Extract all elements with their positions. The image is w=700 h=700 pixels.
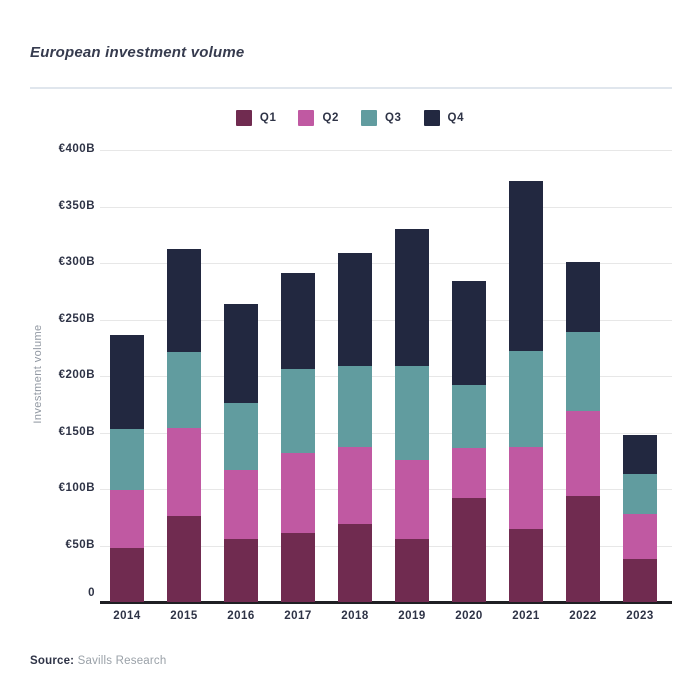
x-tick-label-2015: 2015 bbox=[170, 610, 198, 622]
bar-segment-2021-q2 bbox=[509, 447, 543, 529]
legend: Q1 Q2 Q3 Q4 bbox=[0, 110, 700, 126]
bar-2023 bbox=[623, 150, 657, 602]
bar-2016 bbox=[224, 150, 258, 602]
bar-segment-2017-q3 bbox=[281, 369, 315, 453]
y-tick-label-100: €100B bbox=[58, 482, 95, 494]
bar-2022 bbox=[566, 150, 600, 602]
bar-segment-2020-q3 bbox=[452, 385, 486, 449]
bar-2018 bbox=[338, 150, 372, 602]
bar-segment-2021-q1 bbox=[509, 528, 543, 602]
y-tick-label-350: €350B bbox=[58, 199, 95, 212]
x-tick-label-2014: 2014 bbox=[113, 610, 141, 622]
bar-segment-2023-q3 bbox=[623, 474, 657, 514]
bar-segment-2014-q3 bbox=[110, 429, 144, 491]
bar-segment-2015-q2 bbox=[167, 428, 201, 517]
bar-segment-2020-q2 bbox=[452, 448, 486, 499]
legend-swatch-q4 bbox=[423, 110, 440, 126]
bar-segment-2019-q1 bbox=[395, 538, 429, 602]
legend-item-q4: Q4 bbox=[423, 110, 465, 126]
legend-swatch-q2 bbox=[298, 110, 315, 126]
bar-segment-2020-q1 bbox=[452, 498, 486, 602]
x-tick-label-2019: 2019 bbox=[398, 610, 426, 622]
bar-segment-2019-q3 bbox=[395, 365, 429, 460]
bar-segment-2014-q2 bbox=[110, 490, 144, 548]
bar-segment-2014-q1 bbox=[110, 547, 144, 602]
bar-segment-2018-q1 bbox=[338, 524, 372, 602]
y-tick-label-400: €400B bbox=[58, 143, 95, 155]
legend-swatch-q1 bbox=[235, 110, 252, 126]
gridline-50 bbox=[100, 545, 672, 547]
bar-segment-2017-q4 bbox=[281, 273, 315, 370]
bar-2015 bbox=[167, 150, 201, 602]
bar-segment-2018-q2 bbox=[338, 447, 372, 525]
legend-label-q1: Q1 bbox=[259, 112, 277, 124]
legend-label-q4: Q4 bbox=[447, 112, 465, 124]
bar-segment-2022-q3 bbox=[566, 331, 600, 412]
legend-label-q2: Q2 bbox=[322, 112, 339, 124]
gridline-300 bbox=[100, 263, 672, 264]
bar-segment-2019-q2 bbox=[395, 459, 429, 539]
bar-segment-2020-q4 bbox=[452, 281, 486, 386]
y-tick-label-250: €250B bbox=[58, 312, 95, 325]
bar-segment-2014-q4 bbox=[110, 335, 144, 430]
source-text: Savills Research bbox=[77, 655, 167, 667]
bar-segment-2016-q3 bbox=[224, 403, 258, 470]
x-tick-label-2023: 2023 bbox=[626, 610, 654, 622]
x-tick-label-2021: 2021 bbox=[512, 610, 540, 622]
bar-2019 bbox=[395, 150, 429, 602]
y-tick-label-200: €200B bbox=[58, 369, 95, 381]
bar-segment-2018-q4 bbox=[338, 252, 372, 366]
bar-segment-2018-q3 bbox=[338, 365, 372, 448]
source-label: Source: bbox=[30, 655, 75, 667]
legend-item-q2: Q2 bbox=[298, 110, 339, 126]
y-tick-label-150: €150B bbox=[58, 425, 95, 438]
legend-label-q3: Q3 bbox=[385, 112, 402, 124]
bar-segment-2021-q3 bbox=[509, 351, 543, 448]
x-tick-label-2018: 2018 bbox=[341, 610, 369, 622]
bar-segment-2023-q4 bbox=[623, 434, 657, 475]
bar-segment-2016-q1 bbox=[224, 538, 258, 602]
bar-segment-2017-q1 bbox=[281, 533, 315, 602]
gridline-100 bbox=[100, 489, 672, 490]
bar-2014 bbox=[110, 150, 144, 602]
x-axis-line bbox=[100, 601, 672, 604]
bar-segment-2015-q1 bbox=[167, 516, 201, 602]
bar-segment-2022-q4 bbox=[566, 261, 600, 332]
bar-segment-2015-q4 bbox=[167, 249, 201, 353]
gridline-400 bbox=[100, 150, 672, 151]
x-tick-label-2020: 2020 bbox=[455, 610, 483, 622]
bar-segment-2023-q2 bbox=[623, 513, 657, 560]
legend-item-q3: Q3 bbox=[361, 110, 402, 126]
x-tick-label-2022: 2022 bbox=[569, 610, 597, 622]
gridline-150 bbox=[100, 432, 672, 434]
bar-2021 bbox=[509, 150, 543, 602]
y-tick-label-300: €300B bbox=[58, 256, 95, 268]
bar-2020 bbox=[452, 150, 486, 602]
bar-segment-2021-q4 bbox=[509, 180, 543, 352]
plot-area: €400B €350B €300B €250B €200B €150B €100B €50B 0… bbox=[59, 143, 672, 622]
y-tick-label-50: €50B bbox=[65, 538, 95, 551]
bar-segment-2022-q1 bbox=[566, 495, 600, 602]
x-tick-label-2017: 2017 bbox=[284, 610, 312, 622]
x-tick-label-2016: 2016 bbox=[227, 610, 255, 622]
bar-segment-2015-q3 bbox=[167, 352, 201, 428]
gridline-200 bbox=[100, 376, 672, 377]
bar-2017 bbox=[281, 150, 315, 602]
bar-segment-2022-q2 bbox=[566, 411, 600, 496]
bar-segment-2019-q4 bbox=[395, 229, 429, 366]
source-line: Source: Savills Research bbox=[30, 655, 166, 667]
bar-segment-2016-q4 bbox=[224, 303, 258, 404]
legend-swatch-q3 bbox=[361, 110, 377, 126]
bar-segment-2017-q2 bbox=[281, 452, 315, 534]
gridline-350 bbox=[100, 206, 672, 208]
bar-segment-2016-q2 bbox=[224, 469, 258, 539]
gridline-250 bbox=[100, 319, 672, 321]
chart-title: European investment volume bbox=[30, 44, 245, 61]
legend-item-q1: Q1 bbox=[235, 110, 277, 126]
title-divider bbox=[30, 87, 672, 89]
y-tick-label-0: 0 bbox=[88, 587, 95, 599]
bar-segment-2023-q1 bbox=[623, 559, 657, 602]
